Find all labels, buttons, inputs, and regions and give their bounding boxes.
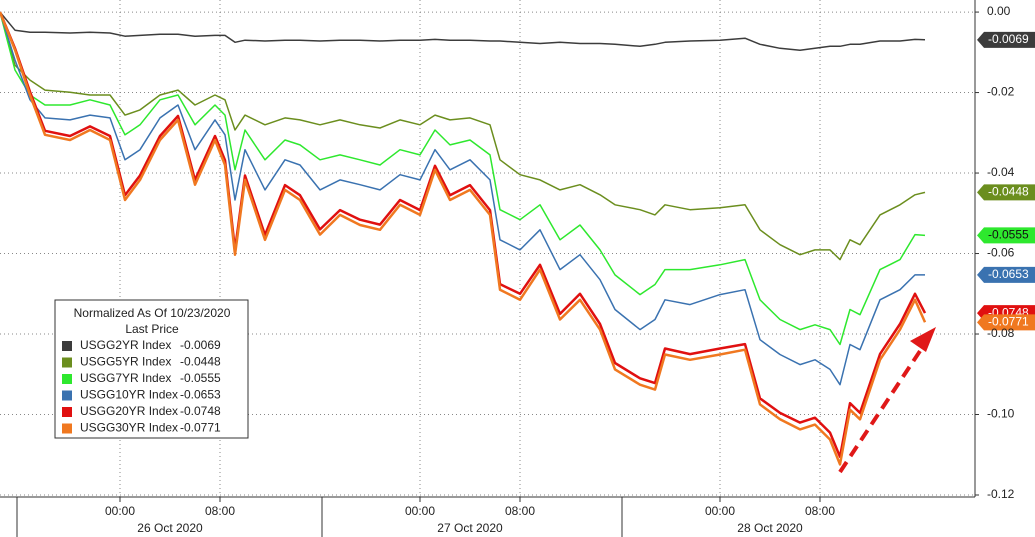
legend-value: -0.0653 <box>180 388 221 402</box>
y-tick-label: -0.02 <box>987 85 1015 99</box>
y-tick-label: -0.04 <box>987 165 1015 179</box>
legend-value: -0.0748 <box>180 404 221 418</box>
legend: Normalized As Of 10/23/2020 Last Price U… <box>54 299 249 439</box>
x-tick-label: 00:00 <box>105 504 135 518</box>
value-tag-label: -0.0653 <box>988 267 1029 281</box>
y-tick-label: -0.10 <box>987 407 1015 421</box>
legend-swatch <box>62 357 72 368</box>
value-tag-label: -0.0069 <box>988 32 1029 46</box>
legend-value: -0.0448 <box>180 355 221 369</box>
legend-swatch <box>62 407 72 417</box>
value-tag <box>977 184 1035 201</box>
day-label: 27 Oct 2020 <box>437 521 503 535</box>
x-tick-label: 00:00 <box>705 504 735 518</box>
legend-label: USGG7YR Index <box>80 371 171 385</box>
value-tag-label: -0.0771 <box>988 315 1029 329</box>
lines <box>0 11 927 466</box>
value-tag <box>977 266 1035 283</box>
series-line <box>0 11 925 386</box>
y-tick-label: -0.06 <box>987 246 1015 260</box>
legend-label: USGG30YR Index <box>80 421 178 435</box>
series-line <box>0 11 927 459</box>
legend-swatch <box>62 423 72 434</box>
legend-value: -0.0069 <box>180 338 221 352</box>
y-tick-label: -0.12 <box>987 487 1015 501</box>
value-tag-label: -0.0555 <box>988 228 1029 242</box>
series-line <box>0 11 926 52</box>
day-label: 26 Oct 2020 <box>137 521 203 535</box>
legend-label: USGG10YR Index <box>80 388 178 402</box>
legend-label: USGG2YR Index <box>80 338 171 352</box>
value-tag <box>977 31 1035 48</box>
x-tick-label: 08:00 <box>805 504 835 518</box>
value-tags: -0.0069-0.0448-0.0555-0.0653-0.0748-0.07… <box>977 31 1035 331</box>
legend-label: USGG20YR Index <box>80 404 178 418</box>
value-tag <box>977 314 1035 331</box>
legend-swatch <box>62 341 72 351</box>
y-tick-label: 0.00 <box>987 4 1011 18</box>
value-tag-label: -0.0448 <box>988 185 1029 199</box>
x-tick-label: 08:00 <box>205 504 235 518</box>
legend-label: USGG5YR Index <box>80 355 171 369</box>
legend-title: Normalized As Of 10/23/2020 <box>74 306 231 320</box>
legend-swatch <box>62 390 72 401</box>
series-line <box>0 11 927 466</box>
legend-value: -0.0555 <box>180 371 221 385</box>
trend-arrow <box>838 327 936 474</box>
value-tag <box>977 227 1035 244</box>
x-tick-label: 08:00 <box>505 504 535 518</box>
legend-swatch <box>62 374 72 384</box>
y-tick-label: -0.08 <box>987 326 1015 340</box>
x-tick-label: 00:00 <box>405 504 435 518</box>
day-label: 28 Oct 2020 <box>737 521 803 535</box>
legend-subtitle: Last Price <box>125 322 179 336</box>
legend-value: -0.0771 <box>180 421 221 435</box>
series-line <box>0 11 926 261</box>
grid <box>0 0 975 497</box>
legend-box <box>54 299 249 439</box>
series-line <box>0 11 926 346</box>
